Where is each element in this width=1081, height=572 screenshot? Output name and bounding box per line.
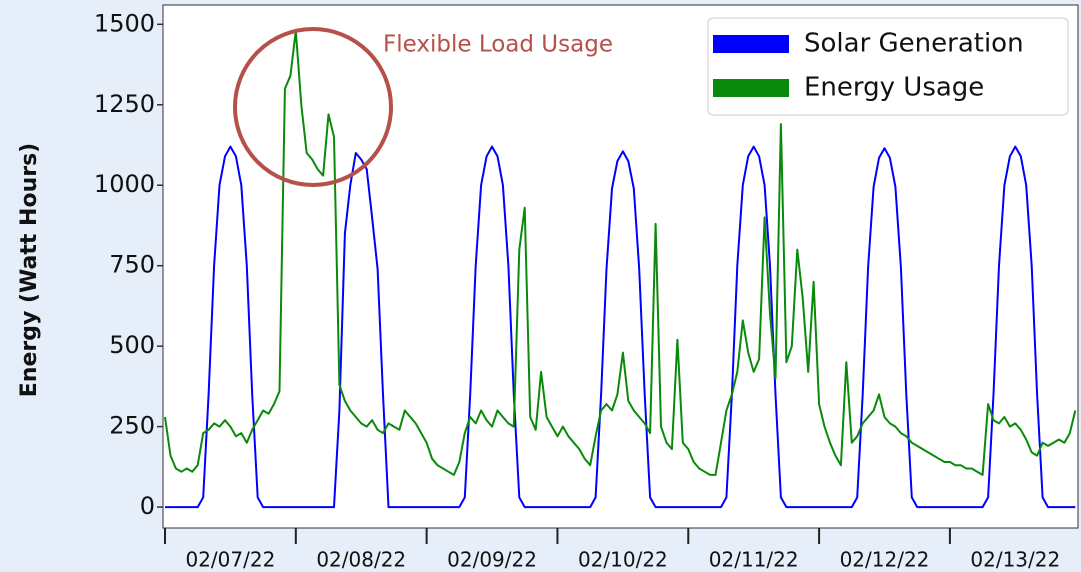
highlight-circle (233, 27, 393, 187)
legend-label: Solar Generation (804, 29, 1024, 59)
y-tick-label: 1000 (94, 170, 155, 198)
x-tick-label: 02/11/22 (709, 548, 799, 572)
legend-swatch (713, 79, 789, 97)
x-tick-label: 02/13/22 (970, 548, 1060, 572)
y-tick-label: 1500 (94, 9, 155, 37)
x-tick-label: 02/09/22 (447, 548, 537, 572)
y-tick-label: 0 (140, 492, 155, 520)
x-tick-label: 02/08/22 (316, 548, 406, 572)
x-tick-label: 02/07/22 (185, 548, 275, 572)
annotation: Flexible Load Usage (383, 32, 613, 58)
legend-box (707, 17, 1069, 116)
legend-swatch (713, 35, 789, 53)
y-axis-label: Energy (Watt Hours) (17, 143, 42, 397)
series-line (165, 145, 1076, 509)
legend: Solar Generation Energy Usage (707, 17, 1069, 116)
x-tick-label: 02/12/22 (840, 548, 930, 572)
x-tick-label: 02/10/22 (578, 548, 668, 572)
y-tick-label: 250 (109, 412, 155, 440)
y-tick-label: 750 (109, 251, 155, 279)
legend-label: Energy Usage (804, 73, 984, 103)
y-tick-label: 1250 (94, 90, 155, 118)
marks (164, 29, 1077, 509)
series-line (164, 29, 1077, 476)
y-tick-label: 500 (109, 331, 155, 359)
